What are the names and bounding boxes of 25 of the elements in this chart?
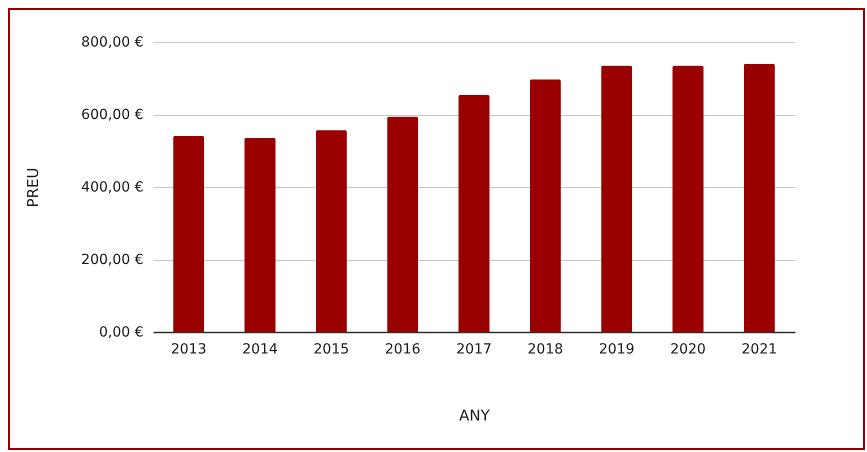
bar — [173, 136, 204, 332]
y-tick-label: 0,00 € — [98, 324, 144, 340]
x-tick-label: 2013 — [170, 342, 206, 358]
x-tick-label: 2018 — [528, 342, 564, 358]
x-tick-label: 2017 — [456, 342, 492, 358]
y-tick-label: 400,00 € — [81, 180, 144, 196]
bar — [530, 79, 561, 332]
x-tick-label: 2019 — [598, 342, 634, 358]
bar — [744, 64, 775, 332]
x-tick-label: 2021 — [742, 342, 778, 358]
bar — [672, 66, 704, 332]
x-tick-label: 2014 — [242, 342, 278, 358]
y-tick-label: 200,00 € — [81, 252, 144, 268]
y-tick-label: 800,00 € — [81, 34, 144, 50]
y-tick-label: 600,00 € — [81, 107, 144, 123]
y-axis-title: PREU — [24, 168, 42, 208]
bar — [458, 94, 490, 332]
x-tick-label: 2015 — [314, 342, 350, 358]
bar — [601, 66, 632, 332]
bar — [316, 130, 347, 332]
x-tick-label: 2016 — [384, 342, 421, 358]
bar — [387, 116, 418, 332]
x-tick-label: 2020 — [670, 342, 706, 358]
bar — [244, 138, 276, 332]
x-axis-title: ANY — [459, 406, 491, 424]
